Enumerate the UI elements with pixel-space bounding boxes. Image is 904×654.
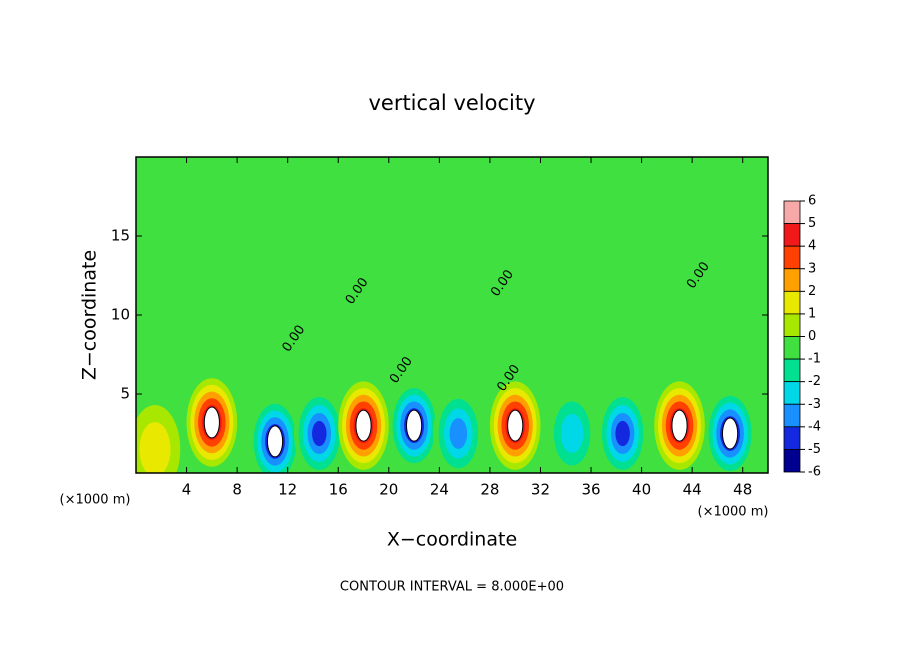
x-tick-label: 4 xyxy=(182,481,192,499)
colorbar-box xyxy=(783,290,801,315)
cell xyxy=(489,381,541,470)
x-tick-label: 44 xyxy=(683,481,702,499)
colorbar-box xyxy=(783,358,801,383)
velocity-ring xyxy=(615,420,630,447)
velocity-ring xyxy=(449,418,468,449)
cell xyxy=(186,378,238,467)
colorbar-label: -4 xyxy=(808,419,821,434)
colorbar-label: -3 xyxy=(808,397,821,412)
cell xyxy=(249,397,301,473)
y-tick-label: 15 xyxy=(111,227,130,245)
colorbar-label: 1 xyxy=(808,306,816,321)
cell xyxy=(136,405,181,473)
x-tick-label: 24 xyxy=(430,481,449,499)
colorbar-box xyxy=(783,381,801,405)
cell xyxy=(338,381,389,470)
velocity-ring xyxy=(560,413,584,454)
colorbar-label: -1 xyxy=(808,352,821,367)
cell xyxy=(704,389,756,473)
colorbar-box xyxy=(783,403,801,428)
x-axis-label: X−coordinate xyxy=(387,529,517,551)
cell xyxy=(433,389,484,473)
colorbar-box xyxy=(783,313,801,337)
colorbar-label: -5 xyxy=(808,442,821,457)
velocity-ring xyxy=(139,422,171,473)
velocity-ring xyxy=(312,420,327,447)
y-unit: (×1000 m) xyxy=(60,493,131,508)
x-tick-label: 40 xyxy=(632,481,651,499)
x-tick-label: 12 xyxy=(278,481,297,499)
colorbar-box xyxy=(783,245,801,270)
cell xyxy=(654,381,705,470)
x-tick-label: 32 xyxy=(531,481,550,499)
colorbar-label: 5 xyxy=(808,216,816,231)
colorbar-box xyxy=(783,223,801,247)
colorbar-box xyxy=(783,426,801,450)
colorbar-label: -2 xyxy=(808,374,821,389)
y-tick-label: 10 xyxy=(111,306,130,324)
y-tick-label: 5 xyxy=(120,385,130,403)
cell xyxy=(294,389,345,473)
x-tick-label: 16 xyxy=(329,481,348,499)
cell xyxy=(388,381,440,470)
velocity-peak xyxy=(266,425,284,458)
colorbar-label: 0 xyxy=(808,329,816,344)
field: 0.000.000.000.00 0.000.00 xyxy=(136,157,768,473)
y-axis-label: Z−coordinate xyxy=(79,250,101,380)
x-tick-label: 8 xyxy=(232,481,242,499)
velocity-peak xyxy=(405,409,423,442)
colorbar-box xyxy=(783,449,801,473)
x-unit: (×1000 m) xyxy=(698,505,769,520)
cell xyxy=(546,389,598,473)
colorbar-label: 6 xyxy=(808,194,816,209)
cell xyxy=(597,389,648,473)
velocity-peak xyxy=(721,417,739,450)
colorbar-box xyxy=(783,336,801,360)
footer: CONTOUR INTERVAL = 8.000E+00 xyxy=(340,580,564,595)
velocity-peak xyxy=(355,409,372,442)
velocity-peak xyxy=(203,406,220,439)
colorbar-label: 4 xyxy=(808,239,816,254)
velocity-peak xyxy=(671,409,688,442)
x-tick-label: 48 xyxy=(733,481,752,499)
colorbar-label: 3 xyxy=(808,261,816,276)
chart-title: vertical velocity xyxy=(368,91,535,115)
velocity-peak xyxy=(507,409,524,442)
colorbar-box xyxy=(783,268,801,292)
x-tick-label: 28 xyxy=(480,481,499,499)
colorbar-label: -6 xyxy=(808,465,821,480)
x-tick-label: 20 xyxy=(379,481,398,499)
colorbar-box xyxy=(783,200,801,224)
colorbar-label: 2 xyxy=(808,284,816,299)
x-tick-label: 36 xyxy=(581,481,600,499)
